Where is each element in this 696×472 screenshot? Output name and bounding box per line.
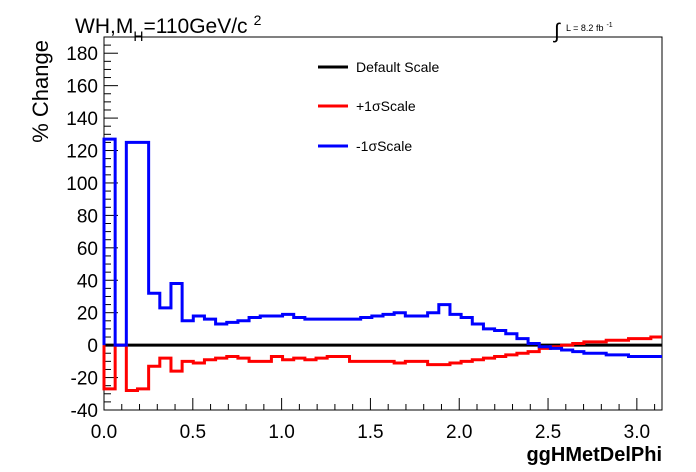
x-tick-label: 1.0 bbox=[268, 422, 294, 443]
x-tick-label: 2.0 bbox=[446, 422, 472, 443]
x-tick-label: 3.0 bbox=[624, 422, 650, 443]
y-tick-label: 120 bbox=[66, 142, 98, 163]
series-plus-sigma-scale bbox=[102, 335, 662, 393]
legend: Default Scale +1σScale -1σScale bbox=[318, 59, 439, 154]
x-axis-title: ggHMetDelPhi bbox=[526, 444, 662, 466]
series-lines bbox=[102, 137, 662, 393]
chart-title-subscript: H bbox=[133, 28, 143, 44]
x-tick-label: 1.5 bbox=[357, 422, 383, 443]
chart-title: WH,MH=110GeV/c 2 bbox=[75, 12, 262, 44]
y-tick-label: -40 bbox=[71, 401, 98, 422]
y-tick-label: 100 bbox=[66, 174, 98, 195]
lumi-integral-symbol: ∫ bbox=[553, 20, 561, 43]
y-tick-label: 160 bbox=[66, 77, 98, 98]
y-axis-title: % Change bbox=[28, 40, 53, 143]
x-tick-label: 2.5 bbox=[535, 422, 561, 443]
legend-label-default: Default Scale bbox=[356, 59, 439, 75]
lumi-superscript: -1 bbox=[606, 22, 612, 29]
y-tick-label: 0 bbox=[87, 336, 98, 357]
y-tick-label: 60 bbox=[77, 239, 98, 260]
legend-label-plus-sigma: +1σScale bbox=[356, 98, 416, 114]
y-tick-label: 180 bbox=[66, 44, 98, 65]
y-tick-label: 80 bbox=[77, 206, 98, 227]
x-axis: 0.0 0.5 1.0 1.5 2.0 2.5 3.0 bbox=[91, 398, 656, 443]
series-minus-sigma-scale bbox=[102, 137, 662, 358]
chart-title-main: WH,M bbox=[75, 15, 133, 38]
chart-title-superscript: 2 bbox=[254, 12, 262, 28]
y-tick-label: 140 bbox=[66, 109, 98, 130]
chart-title-rest: =110GeV/c bbox=[143, 15, 247, 38]
x-tick-label: 0.5 bbox=[180, 422, 206, 443]
lumi-label: L = 8.2 fb -1 bbox=[566, 22, 613, 33]
y-tick-label: -20 bbox=[71, 369, 98, 390]
y-axis: -40 -20 0 20 40 60 80 100 120 140 160 180 bbox=[66, 36, 118, 422]
y-tick-label: 20 bbox=[77, 304, 98, 325]
lumi-text: L = 8.2 fb bbox=[566, 23, 603, 33]
x-tick-label: 0.0 bbox=[91, 422, 117, 443]
y-tick-label: 40 bbox=[77, 271, 98, 292]
legend-label-minus-sigma: -1σScale bbox=[356, 138, 412, 154]
